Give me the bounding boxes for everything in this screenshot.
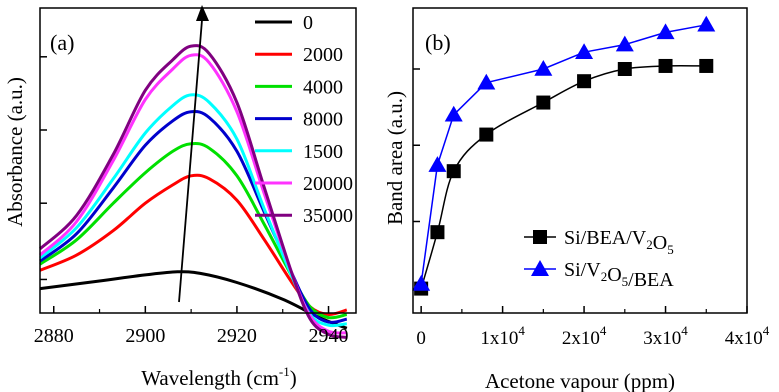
legend-marker-square xyxy=(533,230,547,244)
panel-a-x-tick-label: 2900 xyxy=(125,325,165,347)
legend-label-2000: 2000 xyxy=(303,44,343,66)
data-point-triangle xyxy=(656,23,675,40)
panel-a-x-axis-label: Wavelength (cm-1) xyxy=(141,364,297,390)
panel-b-label: (b) xyxy=(425,30,451,55)
series-line-4000 xyxy=(39,141,348,320)
panel-b-x-tick-label: 3x104 xyxy=(643,323,688,349)
legend-label-1500: 1500 xyxy=(303,141,343,163)
data-point-square xyxy=(658,58,673,73)
data-point-square xyxy=(577,74,592,89)
legend-label-0: 0 xyxy=(303,12,313,34)
data-point-square xyxy=(479,127,494,142)
data-point-square xyxy=(446,164,461,179)
panel-a-label: (a) xyxy=(50,30,74,55)
panel-a-y-axis-label: Absorbance (a.u.) xyxy=(3,77,27,227)
legend-label-si-v2o5-bea: Si/V2O5/BEA xyxy=(564,259,674,291)
panel-a-series-group xyxy=(38,44,348,339)
panel-a-x-tick-label: 2920 xyxy=(217,325,257,347)
data-point-triangle xyxy=(428,156,447,172)
data-point-triangle xyxy=(444,105,463,122)
legend-label-si-bea-v2o5: Si/BEA/V2O5 xyxy=(564,227,674,257)
panel-a-x-tick-label: 2940 xyxy=(309,325,349,347)
data-point-triangle xyxy=(575,43,594,59)
panel-a-frame xyxy=(39,7,357,314)
panel-a-plot-frame xyxy=(39,7,357,314)
series-line-si-bea-v2o5 xyxy=(420,64,707,289)
series-line-35000 xyxy=(38,44,348,339)
panel-b-x-tick-label: 0 xyxy=(416,328,426,349)
legend-label-4000: 4000 xyxy=(303,76,343,98)
data-point-triangle xyxy=(697,15,716,32)
data-point-square xyxy=(617,62,632,76)
panel-b-x-axis-label: Acetone vapour (ppm) xyxy=(485,369,675,392)
panel-b-x-tick-label: 4x104 xyxy=(725,323,770,349)
legend-marker-triangle xyxy=(531,260,549,276)
panel-b-y-axis-label: Band area (a.u.) xyxy=(383,91,407,225)
panel-b-plot-frame xyxy=(412,7,748,314)
data-point-triangle xyxy=(477,73,496,90)
panel-a-ticks: 2880 2900 2920 2940 xyxy=(34,56,349,347)
data-point-triangle xyxy=(412,275,431,291)
panel-a-chart: 2880 2900 2920 2940 (a) 0 2000 4000 8000 1500 20… xyxy=(3,5,357,390)
panel-a-x-axis-label-superscript: -1 xyxy=(279,364,290,379)
trend-arrow xyxy=(178,19,203,303)
panel-b-chart: 0 1x104 2x104 3x104 4x104 (b) Si/BEA/V2O5Si/… xyxy=(383,7,770,392)
data-point-square xyxy=(699,58,714,73)
legend-label-20000: 20000 xyxy=(303,173,353,195)
data-point-triangle xyxy=(534,60,553,76)
panel-b-ticks: 0 1x104 2x104 3x104 4x104 xyxy=(413,68,770,349)
data-point-square xyxy=(536,95,551,110)
panel-a-x-tick-label: 2880 xyxy=(34,325,74,347)
data-point-triangle xyxy=(615,35,634,52)
panel-b-x-tick-label: 2x104 xyxy=(562,323,607,349)
data-point-square xyxy=(430,225,445,240)
legend-label-35000: 35000 xyxy=(303,205,353,227)
trend-arrow-head xyxy=(196,5,209,21)
panel-b-series-group xyxy=(412,15,716,296)
legend-label-8000: 8000 xyxy=(303,109,343,131)
series-line-8000 xyxy=(39,110,348,324)
panel-b-frame xyxy=(412,7,748,314)
panel-a-legend: 0 2000 4000 8000 1500 20000 35000 xyxy=(255,12,353,227)
panel-b-x-tick-label: 1x104 xyxy=(480,323,525,349)
